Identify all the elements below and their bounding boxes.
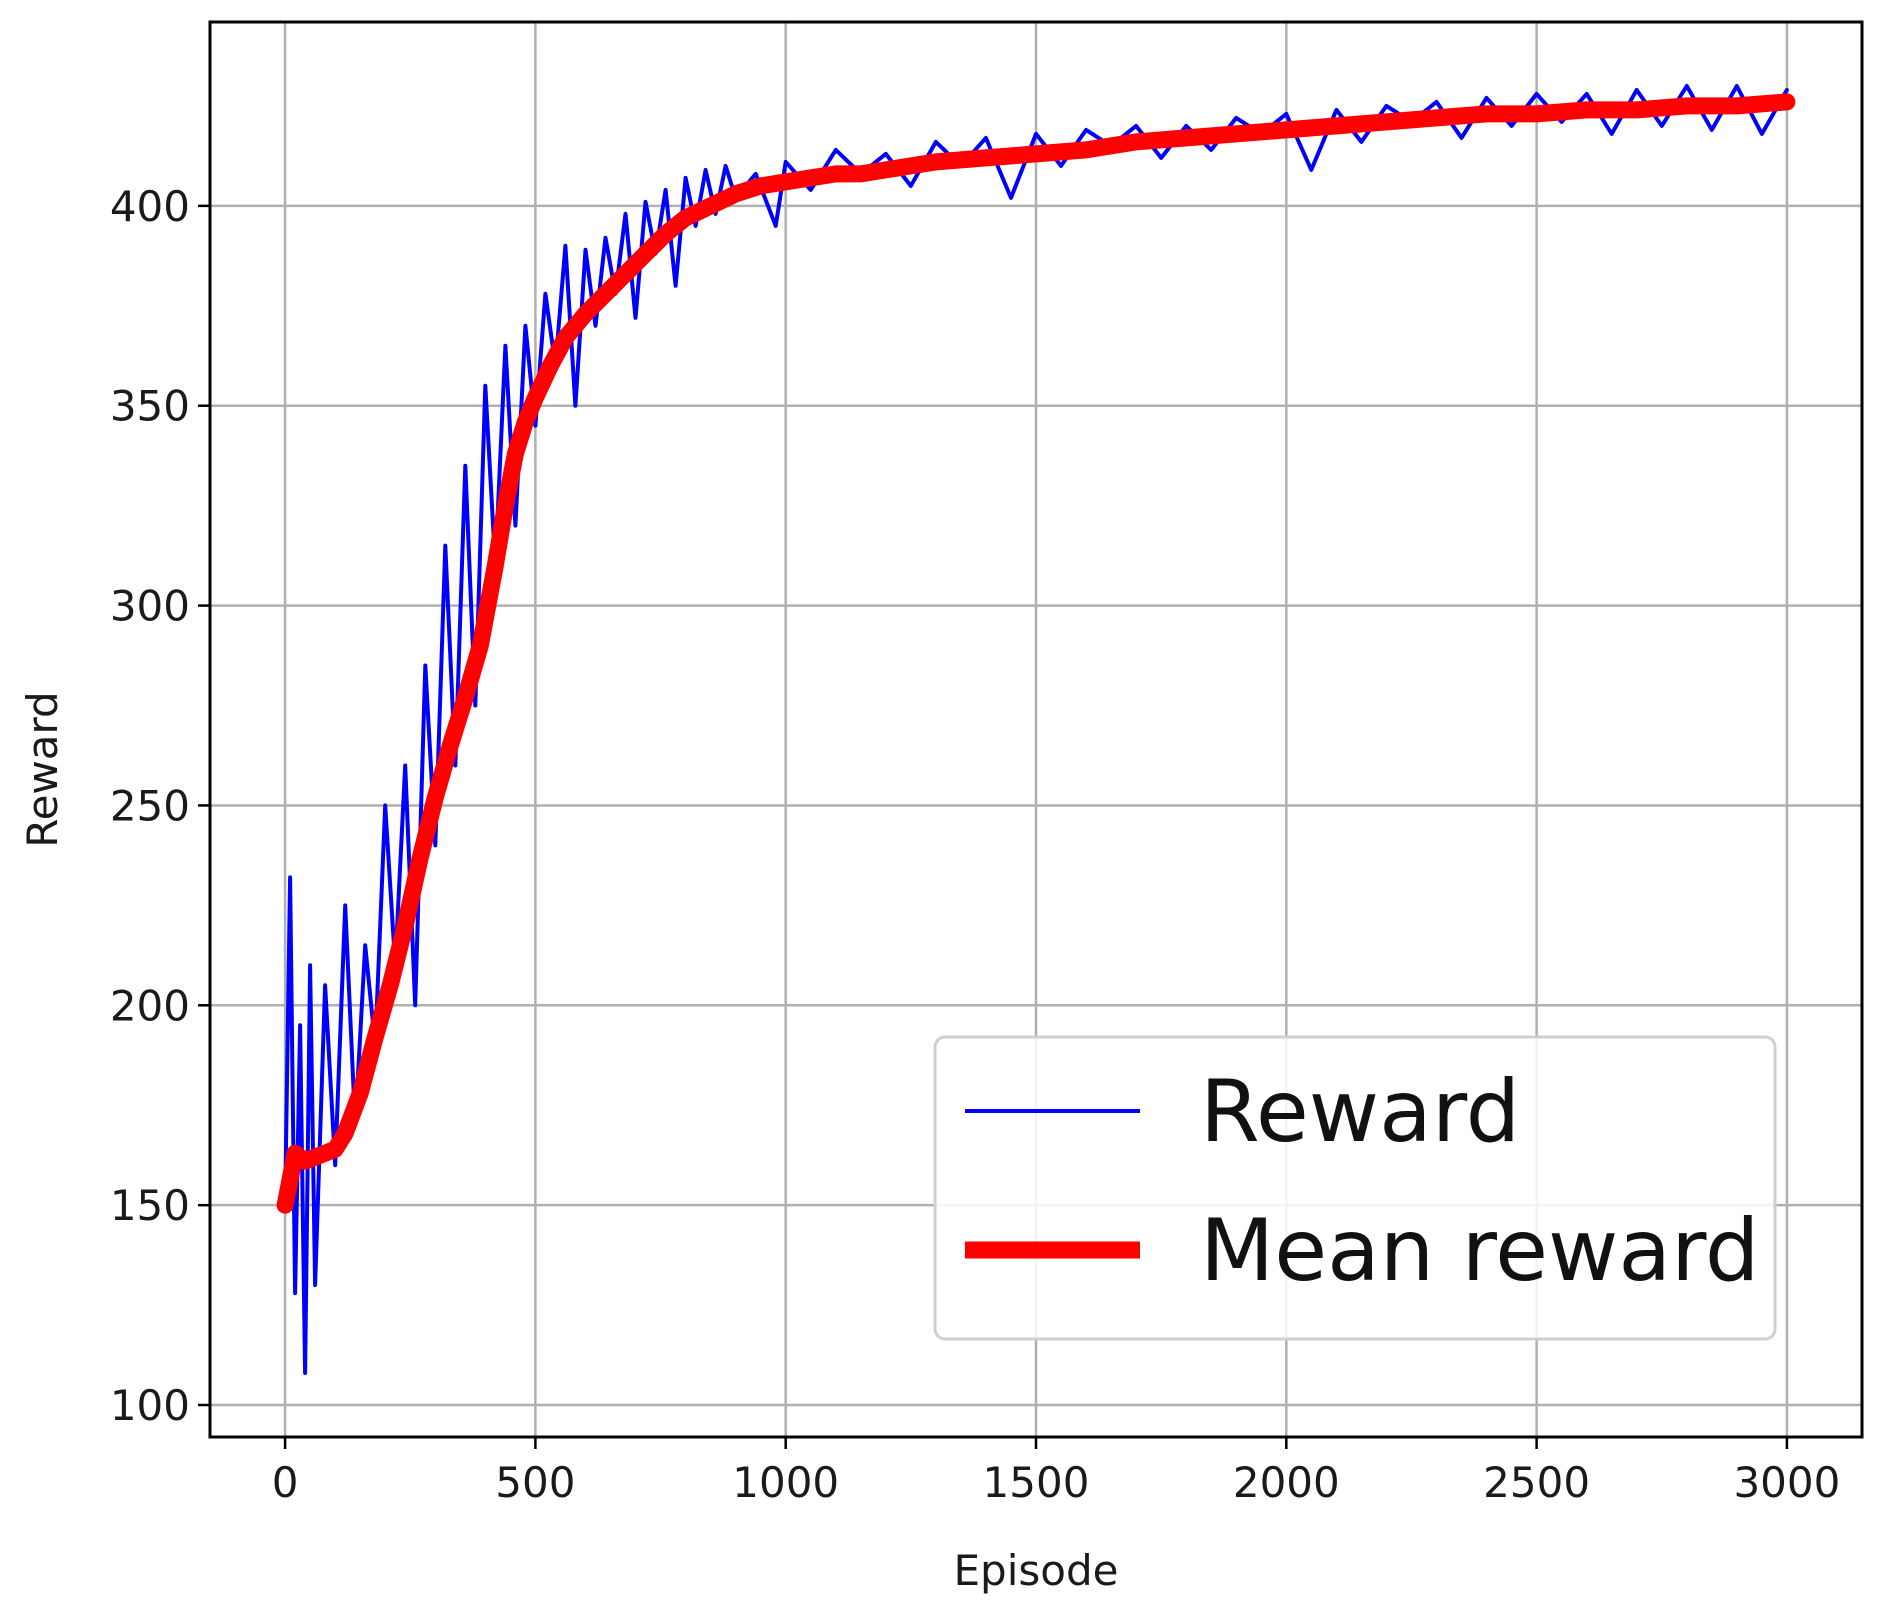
x-axis-label: Episode <box>954 1546 1119 1595</box>
y-tick-label: 400 <box>110 182 190 231</box>
x-tick-label: 2500 <box>1483 1458 1590 1507</box>
legend-label-mean-reward: Mean reward <box>1200 1201 1760 1301</box>
x-tick-label: 1000 <box>732 1458 839 1507</box>
y-tick-label: 150 <box>110 1181 190 1230</box>
legend: Reward Mean reward <box>933 1035 1777 1341</box>
y-tick-label: 350 <box>110 382 190 431</box>
y-tick-label: 200 <box>110 981 190 1030</box>
y-tick-label: 300 <box>110 582 190 631</box>
tick-labels: 0 500 1000 1500 2000 2500 3000 100 150 200 250 300 3… <box>110 182 1841 1507</box>
legend-box <box>933 1035 1777 1341</box>
x-tick-label: 2000 <box>1233 1458 1340 1507</box>
x-tick-label: 0 <box>272 1458 299 1507</box>
series-layer <box>276 84 1796 1375</box>
y-axis-label: Reward <box>18 691 67 847</box>
y-tick-label: 250 <box>110 781 190 830</box>
y-tick-label: 100 <box>110 1381 190 1430</box>
x-tick-label: 3000 <box>1733 1458 1840 1507</box>
series-line-mean-reward <box>276 93 1796 1214</box>
x-tick-label: 500 <box>495 1458 575 1507</box>
x-tick-label: 1500 <box>983 1458 1090 1507</box>
legend-label-reward: Reward <box>1200 1062 1520 1162</box>
